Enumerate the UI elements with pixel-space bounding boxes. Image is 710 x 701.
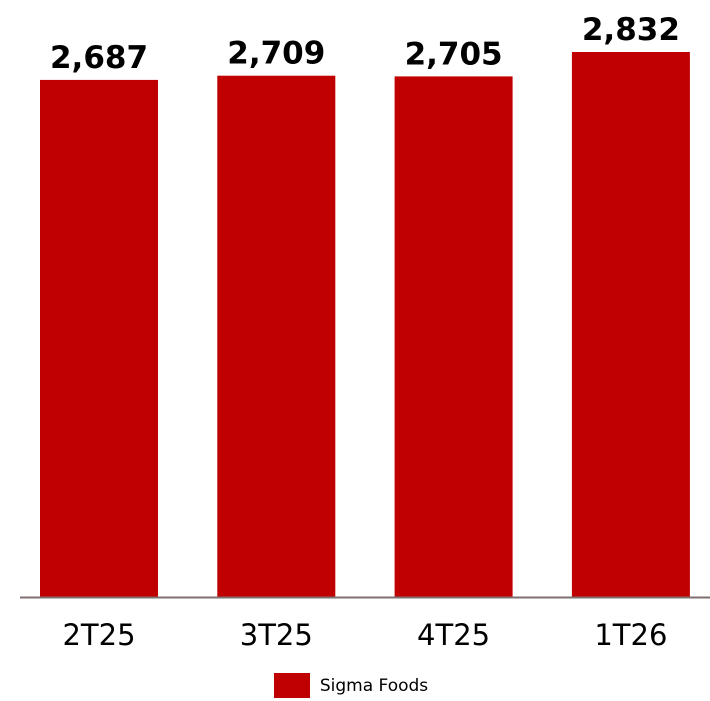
- value-label-4t25: 2,705: [405, 36, 503, 72]
- x-tick-label-1t26: 1T26: [594, 618, 667, 652]
- x-tick-labels-group: 2T25 3T25 4T25 1T26: [62, 618, 667, 652]
- value-label-1t26: 2,832: [582, 12, 680, 48]
- x-tick-label-2t25: 2T25: [62, 618, 135, 652]
- bar-4t25: [394, 76, 513, 597]
- bar-chart: 2,687 2,709 2,705 2,832 2T25 3T25 4T25 1T26: [20, 12, 710, 652]
- legend-label-sigma-foods: Sigma Foods: [319, 675, 429, 696]
- bars-group: [40, 52, 690, 597]
- legend: Sigma Foods: [0, 673, 710, 698]
- x-tick-label-3t25: 3T25: [240, 618, 313, 652]
- bar-1t26: [571, 52, 690, 597]
- value-label-3t25: 2,709: [227, 36, 325, 72]
- x-tick-label-4t25: 4T25: [417, 618, 490, 652]
- bar-3t25: [217, 75, 336, 597]
- bar-2t25: [40, 79, 158, 597]
- value-labels-group: 2,687 2,709 2,705 2,832: [50, 12, 680, 76]
- legend-swatch-sigma-foods: [273, 673, 310, 698]
- value-label-2t25: 2,687: [50, 40, 148, 76]
